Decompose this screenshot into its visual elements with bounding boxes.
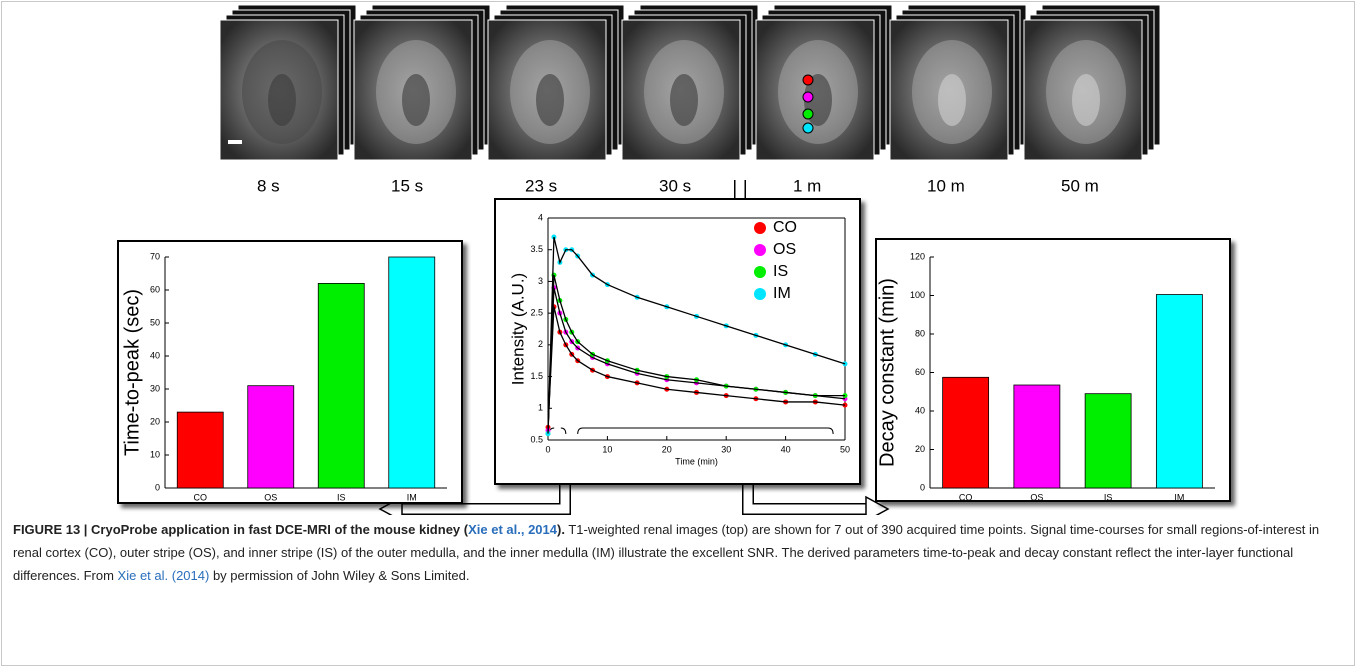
y-tick-label: 70 bbox=[150, 251, 160, 261]
x-tick-label: 0 bbox=[545, 444, 550, 454]
legend-label: IM bbox=[773, 285, 791, 302]
medulla bbox=[268, 74, 296, 126]
y-tick-label: 40 bbox=[150, 350, 160, 360]
y-axis-label: Decay constant (min) bbox=[876, 278, 898, 467]
roi-marker bbox=[802, 108, 814, 120]
y-tick-label: 2.5 bbox=[530, 308, 543, 318]
y-tick-label: 2 bbox=[538, 339, 543, 349]
y-tick-label: 1 bbox=[538, 403, 543, 413]
arrow-head bbox=[865, 495, 890, 515]
y-axis-label: Intensity (A.U.) bbox=[508, 273, 527, 385]
y-tick-label: 120 bbox=[910, 251, 925, 261]
x-tick-label: OS bbox=[264, 492, 277, 502]
image-label: 30 s bbox=[659, 176, 691, 195]
image-label: 15 s bbox=[391, 176, 423, 195]
y-tick-label: 0 bbox=[920, 482, 925, 492]
y-tick-label: 4 bbox=[538, 212, 543, 222]
legend-label: OS bbox=[773, 241, 796, 258]
caption-title-end: ). bbox=[557, 522, 565, 537]
legend-marker bbox=[754, 266, 766, 278]
caption-title: FIGURE 13 | CryoProbe application in fas… bbox=[13, 522, 469, 537]
y-tick-label: 10 bbox=[150, 449, 160, 459]
x-axis-label: Time (min) bbox=[675, 456, 718, 466]
y-tick-label: 3 bbox=[538, 276, 543, 286]
caption: FIGURE 13 | CryoProbe application in fas… bbox=[13, 518, 1343, 587]
caption-link[interactable]: Xie et al. (2014) bbox=[117, 568, 210, 583]
x-tick-label: IS bbox=[337, 492, 346, 502]
medulla bbox=[938, 74, 966, 126]
bar bbox=[388, 256, 436, 489]
legend-marker bbox=[754, 244, 766, 256]
y-axis-label: Time-to-peak (sec) bbox=[121, 289, 143, 456]
chart-box bbox=[494, 198, 861, 485]
bar bbox=[942, 376, 990, 489]
brace bbox=[577, 427, 834, 435]
y-tick-label: 1.5 bbox=[530, 371, 543, 381]
x-tick-label: IM bbox=[1174, 492, 1184, 502]
y-tick-label: 20 bbox=[150, 416, 160, 426]
fit-line bbox=[547, 306, 846, 428]
legend-label: IS bbox=[773, 263, 788, 280]
bar bbox=[1084, 393, 1132, 489]
y-tick-label: 60 bbox=[150, 284, 160, 294]
y-tick-label: 40 bbox=[915, 405, 925, 415]
image-label: 23 s bbox=[525, 176, 557, 195]
y-tick-label: 20 bbox=[915, 444, 925, 454]
x-tick-label: IM bbox=[407, 492, 417, 502]
x-tick-label: CO bbox=[194, 492, 208, 502]
medulla bbox=[536, 74, 564, 126]
y-tick-label: 30 bbox=[150, 383, 160, 393]
y-tick-label: 100 bbox=[910, 290, 925, 300]
legend-label: CO bbox=[773, 219, 797, 236]
image-label: 10 m bbox=[927, 176, 965, 195]
medulla bbox=[670, 74, 698, 126]
roi-marker bbox=[802, 74, 814, 86]
x-tick-label: 50 bbox=[840, 444, 850, 454]
x-tick-label: 10 bbox=[602, 444, 612, 454]
bar bbox=[247, 385, 295, 489]
legend-marker bbox=[754, 288, 766, 300]
y-tick-label: 0.5 bbox=[530, 434, 543, 444]
y-tick-label: 80 bbox=[915, 328, 925, 338]
scale-bar bbox=[228, 140, 242, 144]
bar bbox=[176, 411, 224, 489]
x-tick-label: CO bbox=[959, 492, 973, 502]
fit-line bbox=[547, 236, 846, 434]
bar bbox=[317, 282, 365, 489]
caption-text: T1-weighted renal images (top) are shown… bbox=[13, 522, 1320, 583]
image-label: 8 s bbox=[257, 176, 280, 195]
y-tick-label: 50 bbox=[150, 317, 160, 327]
x-tick-label: 20 bbox=[662, 444, 672, 454]
image-label: 50 m bbox=[1061, 176, 1099, 195]
medulla bbox=[402, 74, 430, 126]
x-tick-label: 40 bbox=[781, 444, 791, 454]
y-tick-label: 60 bbox=[915, 367, 925, 377]
legend-marker bbox=[754, 222, 766, 234]
image-label: 1 m bbox=[793, 176, 821, 195]
medulla bbox=[1072, 74, 1100, 126]
roi-marker bbox=[802, 122, 814, 134]
x-tick-label: IS bbox=[1104, 492, 1113, 502]
caption-text: by permission of John Wiley & Sons Limit… bbox=[212, 568, 470, 583]
roi-marker bbox=[802, 91, 814, 103]
y-tick-label: 0 bbox=[155, 482, 160, 492]
caption-link[interactable]: Xie et al., 2014 bbox=[468, 522, 557, 537]
fit-line bbox=[547, 274, 845, 434]
bar bbox=[1155, 294, 1203, 489]
x-tick-label: 30 bbox=[721, 444, 731, 454]
bar bbox=[1013, 384, 1061, 489]
y-tick-label: 3.5 bbox=[530, 244, 543, 254]
x-tick-label: OS bbox=[1030, 492, 1043, 502]
